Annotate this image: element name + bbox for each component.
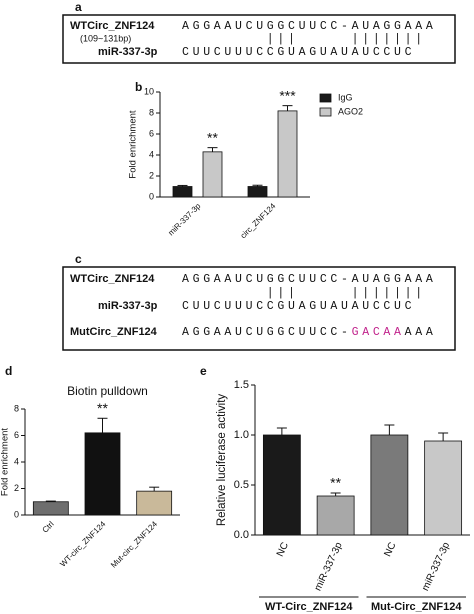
bar: [136, 490, 173, 516]
significance: **: [330, 475, 341, 491]
legend-swatch: [319, 93, 332, 103]
panel-label: d: [5, 364, 12, 378]
legend-label: AGO2: [338, 106, 363, 116]
y-tick-label: 1.5: [234, 379, 249, 391]
pairs: ||| |||||||: [182, 287, 426, 300]
y-tick-label: 0.5: [234, 479, 249, 491]
bar: [84, 432, 121, 516]
panel-label: b: [135, 80, 142, 94]
chart-title: Biotin pulldown: [67, 384, 148, 398]
bar: [424, 440, 463, 536]
x-tick-label: Ctrl: [41, 519, 56, 534]
mutated-bases: GACAA: [352, 326, 405, 339]
panel-label: e: [200, 364, 207, 378]
sequence-box: [62, 14, 456, 64]
x-tick-label: circ_ZNF124: [239, 201, 278, 240]
y-tick-label: 8: [14, 403, 19, 413]
legend-label: IgG: [338, 92, 353, 102]
x-tick-label: miR-337-3p: [166, 201, 202, 237]
seq-name: miR-337-3p: [98, 46, 158, 58]
x-tick-label: NC: [275, 541, 291, 559]
y-tick-label: 4: [14, 456, 19, 466]
significance: **: [97, 400, 108, 416]
y-tick-label: 2: [149, 170, 154, 180]
seq: AGGAAUCUGGCUUCC-AUAGGAAA: [182, 20, 436, 33]
panel-label: c: [75, 252, 82, 266]
bar: [247, 186, 268, 198]
group-label: WT-Circ_ZNF124: [265, 601, 353, 613]
y-axis-label: Fold enrichment: [0, 428, 11, 496]
y-tick-label: 1.0: [234, 429, 249, 441]
y-tick-label: 10: [144, 86, 154, 96]
x-tick-label: miR-337-3p: [420, 540, 452, 592]
x-tick-label: miR-337-3p: [313, 540, 345, 592]
y-tick-label: 6: [14, 430, 19, 440]
y-tick-label: 2: [14, 483, 19, 493]
seq-range: (109~131bp): [80, 33, 131, 43]
seq-part: AAA: [405, 326, 437, 339]
pairs: ||| |||||||: [182, 33, 426, 46]
significance: **: [207, 129, 218, 145]
panel-label: a: [75, 0, 82, 14]
y-tick-label: 8: [149, 107, 154, 117]
seq-name: WTCirc_ZNF124: [70, 273, 155, 285]
seq-name: miR-337-3p: [98, 300, 158, 312]
y-axis-label: Relative luciferase activity: [216, 394, 228, 527]
legend-swatch: [319, 107, 332, 117]
significance: ***: [279, 87, 296, 103]
x-tick-label: WT-circ_ZNF124: [58, 519, 107, 568]
group-label: Mut-Circ_ZNF124: [371, 601, 462, 613]
seq-part: AGGAAUCUGGCUUCC-: [182, 326, 352, 339]
sequence-box: [62, 266, 456, 351]
y-tick-label: 0: [14, 509, 19, 519]
seq-name: MutCirc_ZNF124: [70, 326, 158, 338]
y-tick-label: 0.0: [234, 529, 249, 541]
seq: CUUCUUUCCGUAGUAUAUCCUC: [182, 300, 415, 313]
seq: AGGAAUCUGGCUUCC-AUAGGAAA: [182, 273, 436, 286]
bar: [277, 110, 298, 198]
y-tick-label: 0: [149, 191, 154, 201]
bar: [262, 434, 301, 536]
x-tick-label: Mut-circ_ZNF124: [109, 519, 159, 569]
y-tick-label: 6: [149, 128, 154, 138]
seq: AGGAAUCUGGCUUCC-GACAAAAA: [182, 326, 436, 339]
bar: [370, 434, 409, 536]
bar: [32, 501, 69, 516]
bar: [202, 151, 223, 198]
bar: [172, 186, 193, 198]
bar: [316, 495, 355, 536]
y-tick-label: 4: [149, 149, 154, 159]
seq: CUUCUUUCCGUAGUAUAUCCUC: [182, 46, 415, 59]
seq-name: WTCirc_ZNF124: [70, 20, 155, 32]
y-axis-label: Fold enrichment: [128, 110, 139, 178]
x-tick-label: NC: [382, 541, 398, 559]
